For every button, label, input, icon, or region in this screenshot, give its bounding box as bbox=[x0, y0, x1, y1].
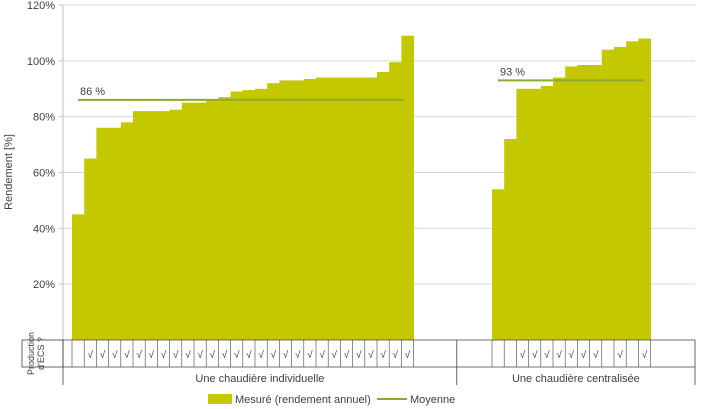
ecs-check: √ bbox=[295, 349, 301, 361]
bar bbox=[194, 102, 207, 340]
bar bbox=[218, 97, 231, 340]
mean-label: 93 % bbox=[500, 66, 525, 78]
bar bbox=[291, 80, 305, 341]
bar bbox=[389, 62, 402, 340]
bar bbox=[206, 99, 219, 341]
y-tick-label: 120% bbox=[27, 0, 55, 12]
bar bbox=[96, 127, 109, 340]
ecs-check: √ bbox=[210, 349, 216, 361]
bar bbox=[145, 111, 158, 340]
ecs-check: √ bbox=[88, 349, 94, 361]
ecs-check: √ bbox=[319, 349, 325, 361]
bar bbox=[352, 77, 366, 340]
ecs-check: √ bbox=[173, 349, 179, 361]
group-label: Une chaudière centralisée bbox=[512, 373, 640, 385]
bar bbox=[230, 91, 244, 340]
bar bbox=[328, 77, 341, 340]
ecs-check: √ bbox=[112, 349, 118, 361]
bar bbox=[492, 189, 505, 341]
bar bbox=[553, 77, 566, 340]
ecs-check: √ bbox=[234, 349, 240, 361]
row-header-label: Production bbox=[26, 332, 36, 375]
ecs-check: √ bbox=[405, 349, 411, 361]
bar bbox=[638, 38, 651, 340]
row-header-label: d'ECS ? bbox=[36, 337, 46, 370]
bar bbox=[255, 88, 268, 341]
ecs-check: √ bbox=[569, 349, 575, 361]
ecs-check: √ bbox=[185, 349, 191, 361]
ecs-check: √ bbox=[283, 349, 289, 361]
bar bbox=[84, 158, 97, 340]
bar bbox=[267, 83, 280, 340]
bar bbox=[108, 127, 122, 340]
ecs-check: √ bbox=[197, 349, 203, 361]
bar bbox=[601, 49, 615, 340]
legend: Mesuré (rendement annuel) Moyenne bbox=[208, 394, 455, 406]
bar bbox=[377, 72, 390, 340]
ecs-check: √ bbox=[332, 349, 338, 361]
ecs-check: √ bbox=[100, 349, 106, 361]
ecs-check: √ bbox=[617, 349, 623, 361]
bar bbox=[169, 109, 183, 340]
y-axis-title: Rendement [%] bbox=[3, 134, 15, 210]
ecs-check: √ bbox=[136, 349, 142, 361]
ecs-check: √ bbox=[642, 349, 648, 361]
bar bbox=[303, 79, 317, 340]
bar bbox=[120, 122, 134, 341]
bar bbox=[72, 214, 85, 340]
ecs-check: √ bbox=[368, 349, 374, 361]
ecs-check: √ bbox=[344, 349, 350, 361]
ecs-check: √ bbox=[222, 349, 228, 361]
y-tick-label: 80% bbox=[33, 112, 55, 124]
ecs-check: √ bbox=[246, 349, 252, 361]
bar bbox=[516, 88, 529, 341]
bar bbox=[242, 90, 256, 340]
mean-label: 86 % bbox=[80, 86, 105, 98]
ecs-check: √ bbox=[393, 349, 399, 361]
ecs-check: √ bbox=[149, 349, 155, 361]
y-tick-label: 40% bbox=[33, 223, 55, 235]
ecs-table: Production d'ECS ? √ √ √ √ √ √ √ √ √ √ √ √ √ √ √ √ √ √ √ √ √ √ √… bbox=[21, 332, 696, 385]
y-tick-label: 100% bbox=[27, 56, 55, 68]
ecs-check: √ bbox=[380, 349, 386, 361]
bars bbox=[72, 35, 651, 341]
bar bbox=[340, 77, 353, 340]
y-tick-label: 60% bbox=[33, 168, 55, 180]
bar bbox=[401, 35, 414, 340]
ecs-check: √ bbox=[593, 349, 599, 361]
ecs-check: √ bbox=[556, 349, 562, 361]
bar bbox=[577, 65, 590, 340]
ecs-check: √ bbox=[271, 349, 277, 361]
bar bbox=[589, 65, 603, 340]
ecs-check: √ bbox=[520, 349, 526, 361]
ecs-check: √ bbox=[124, 349, 130, 361]
bar bbox=[279, 80, 292, 341]
legend-label-measured: Mesuré (rendement annuel) bbox=[235, 394, 371, 406]
bar bbox=[540, 86, 554, 340]
bar bbox=[626, 41, 639, 341]
ecs-check: √ bbox=[356, 349, 362, 361]
bar bbox=[157, 111, 170, 340]
bar bbox=[614, 46, 627, 341]
bar bbox=[316, 77, 329, 340]
ecs-check: √ bbox=[258, 349, 264, 361]
y-tick-label: 20% bbox=[33, 279, 55, 291]
legend-label-mean: Moyenne bbox=[410, 394, 455, 406]
ecs-check: √ bbox=[532, 349, 538, 361]
mean-lines: 86 % 93 % bbox=[78, 66, 645, 101]
bar bbox=[565, 66, 578, 341]
bar bbox=[133, 111, 146, 340]
bar bbox=[181, 102, 195, 340]
bar bbox=[364, 77, 378, 340]
bar bbox=[528, 88, 542, 341]
ecs-check: √ bbox=[161, 349, 167, 361]
group-label: Une chaudière individuelle bbox=[195, 373, 324, 385]
ecs-check: √ bbox=[307, 349, 313, 361]
legend-swatch-measured bbox=[208, 394, 232, 404]
bar bbox=[504, 139, 517, 340]
ecs-check: √ bbox=[581, 349, 587, 361]
ecs-check: √ bbox=[544, 349, 550, 361]
